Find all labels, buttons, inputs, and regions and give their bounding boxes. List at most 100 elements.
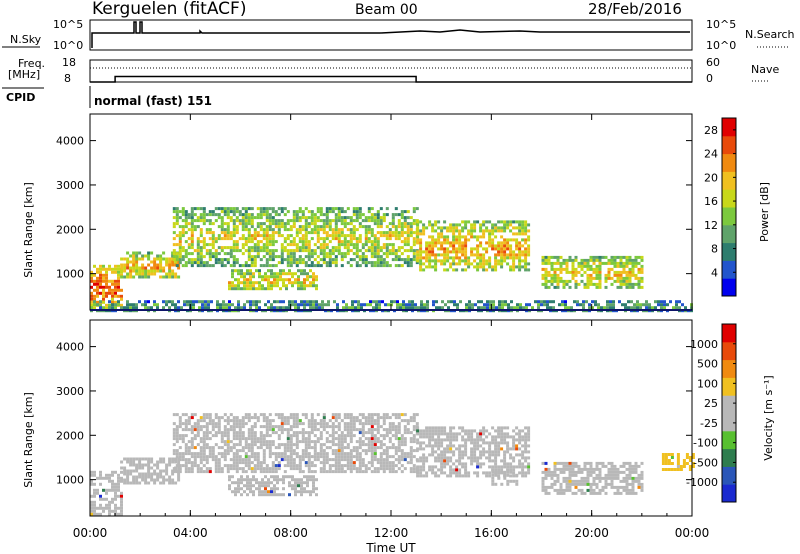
echo-cell — [403, 419, 407, 423]
echo-cell — [244, 207, 248, 211]
echo-cell — [485, 226, 489, 230]
echo-cell — [397, 237, 401, 241]
echo-cell — [676, 453, 680, 456]
echo-cell — [382, 261, 386, 265]
echo-cell — [295, 210, 299, 214]
echo-cell — [562, 258, 566, 262]
echo-cell — [331, 434, 335, 438]
echo-cell — [397, 446, 401, 450]
echo-cell — [422, 474, 426, 478]
echo-cell — [178, 231, 182, 235]
echo-cell — [388, 243, 392, 247]
echo-cell — [403, 413, 407, 417]
echo-cell — [349, 437, 353, 441]
echo-cell — [382, 252, 386, 256]
echo-cell — [512, 268, 516, 272]
echo-cell — [214, 434, 218, 438]
echo-cell — [237, 272, 240, 276]
echo-cell — [373, 458, 377, 462]
echo-cell — [238, 467, 242, 471]
echo-cell — [360, 306, 363, 310]
echo-cell — [633, 303, 636, 307]
echo-cell — [174, 275, 178, 279]
echo-cell — [292, 419, 296, 423]
echo-cell — [556, 273, 560, 277]
echo-cell — [497, 426, 501, 430]
echo-cell — [114, 506, 117, 510]
echo-cell — [610, 255, 614, 259]
echo-cell — [241, 207, 245, 211]
echo-cell — [328, 419, 332, 423]
echo-cell — [244, 464, 248, 468]
echo-cell — [406, 261, 410, 265]
echo-cell — [412, 255, 416, 259]
echo-cell — [105, 491, 108, 495]
echo-cell — [482, 450, 486, 454]
echo-cell — [364, 437, 368, 441]
echo-cell — [276, 275, 279, 279]
echo-cell — [300, 493, 303, 497]
echo-cell — [354, 306, 357, 310]
echo-cell — [547, 270, 551, 274]
echo-cell — [196, 240, 200, 244]
echo-cell — [223, 231, 227, 235]
echo-cell — [304, 231, 308, 235]
echo-cell — [129, 269, 133, 273]
echo-cell — [580, 258, 584, 262]
echo-cell — [184, 422, 188, 426]
echo-cell — [568, 473, 572, 477]
echo-cell — [175, 437, 179, 441]
echo-cell — [325, 222, 329, 226]
echo-cell — [129, 463, 133, 467]
echo-cell — [664, 453, 668, 456]
echo-cell — [370, 470, 374, 474]
echo-cell — [565, 270, 569, 274]
echo-cell — [217, 422, 221, 426]
echo-cell — [331, 416, 335, 420]
echo-cell — [437, 459, 441, 463]
echo-cell — [334, 470, 338, 474]
echo-cell — [241, 246, 245, 250]
echo-cell — [449, 447, 453, 451]
echo-cell — [312, 272, 315, 276]
echo-cell — [256, 246, 260, 250]
echo-cell — [313, 425, 317, 429]
echo-cell — [265, 225, 269, 229]
echo-cell — [234, 284, 237, 288]
echo-cell — [217, 234, 221, 238]
echo-cell — [144, 254, 148, 258]
echo-cell — [120, 275, 124, 279]
echo-cell — [425, 226, 429, 230]
echo-cell — [99, 264, 102, 268]
echo-cell — [202, 446, 206, 450]
echo-cell — [228, 281, 231, 285]
echo-cell — [211, 234, 215, 238]
echo-cell — [202, 443, 206, 447]
echo-cell — [352, 225, 356, 229]
echo-cell — [141, 457, 145, 461]
echo-cell — [412, 437, 416, 441]
colorbar-tick-label: 28 — [704, 124, 718, 137]
echo-cell — [346, 452, 350, 456]
echo-cell — [688, 459, 692, 462]
echo-cell — [488, 444, 492, 448]
echo-cell — [226, 234, 230, 238]
echo-cell — [352, 434, 356, 438]
echo-cell — [223, 458, 227, 462]
echo-cell — [99, 282, 102, 286]
echo-cell — [631, 479, 635, 483]
echo-cell — [283, 443, 287, 447]
echo-cell — [208, 416, 212, 420]
echo-cell — [168, 457, 172, 461]
echo-cell — [549, 306, 552, 310]
echo-cell — [412, 231, 416, 235]
echo-cell — [337, 252, 341, 256]
echo-cell — [303, 278, 306, 282]
echo-cell — [568, 258, 572, 262]
echo-cell — [271, 228, 275, 232]
echo-cell — [583, 476, 587, 480]
echo-cell — [246, 487, 249, 491]
echo-cell — [470, 262, 474, 266]
echo-cell — [243, 275, 246, 279]
echo-cell — [515, 226, 519, 230]
